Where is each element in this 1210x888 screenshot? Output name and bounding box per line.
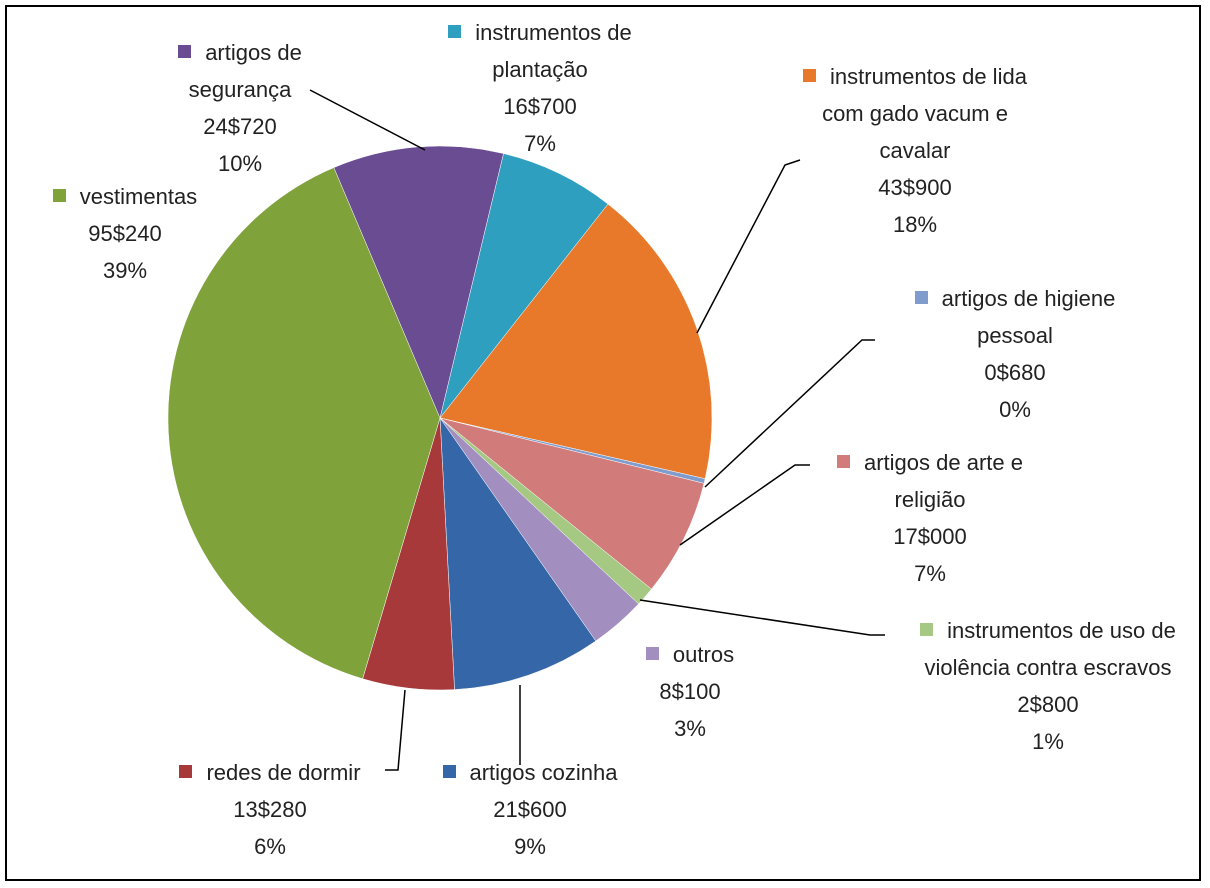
- pie-slice: [439, 417, 705, 590]
- pie-slice: [439, 417, 597, 690]
- value-label: 24$720: [203, 114, 277, 139]
- category-name: redes de dormir: [206, 760, 361, 785]
- legend-swatch: [52, 189, 66, 202]
- value-label: 95$240: [88, 221, 162, 246]
- legend-swatch: [448, 25, 462, 38]
- percent-label: 7%: [524, 131, 556, 156]
- percent-label: 9%: [514, 834, 546, 859]
- category-name: artigos de arte e religião: [864, 450, 1023, 512]
- leader-line: [696, 159, 801, 334]
- leader-line: [679, 464, 810, 546]
- value-label: 2$800: [1017, 692, 1079, 717]
- legend-swatch: [645, 647, 659, 660]
- value-label: 13$280: [233, 797, 307, 822]
- leader-line: [639, 599, 885, 636]
- percent-label: 10%: [217, 151, 263, 176]
- category-name: artigos de segurança: [188, 40, 302, 102]
- legend-swatch: [920, 623, 934, 636]
- category-name: instrumentos de lida com gado vacum e ca…: [822, 64, 1027, 163]
- leader-line: [385, 689, 406, 771]
- slice-label: artigos cozinha 21$600 9%: [400, 754, 660, 865]
- legend-swatch: [442, 765, 456, 778]
- legend-swatch: [914, 291, 928, 304]
- value-label: 21$600: [493, 797, 567, 822]
- percent-label: 18%: [892, 212, 938, 237]
- category-name: instrumentos de plantação: [475, 20, 632, 82]
- value-label: 8$100: [659, 679, 721, 704]
- percent-label: 6%: [254, 834, 286, 859]
- slice-label: redes de dormir 13$280 6%: [140, 754, 400, 865]
- slice-label: outros 8$100 3%: [615, 636, 765, 747]
- slice-label: artigos de arte e religião 17$000 7%: [810, 444, 1050, 592]
- category-name: vestimentas: [79, 184, 198, 209]
- legend-swatch: [837, 455, 850, 468]
- percent-label: 7%: [914, 561, 946, 586]
- category-name: artigos de higiene pessoal: [941, 286, 1116, 348]
- pie-slice: [439, 203, 713, 480]
- leader-line: [704, 339, 875, 488]
- slice-label: instrumentos de uso de violência contra …: [918, 612, 1178, 760]
- category-name: instrumentos de uso de violência contra …: [924, 618, 1176, 680]
- slice-label: instrumentos de plantação 16$700 7%: [405, 14, 675, 162]
- percent-label: 1%: [1032, 729, 1064, 754]
- legend-swatch: [178, 45, 192, 58]
- category-name: artigos cozinha: [469, 760, 618, 785]
- chart-border: [5, 5, 1201, 881]
- percent-label: 39%: [102, 258, 148, 283]
- value-label: 17$000: [893, 524, 967, 549]
- legend-swatch: [803, 69, 817, 82]
- value-label: 16$700: [503, 94, 577, 119]
- pie-slice: [167, 167, 441, 680]
- percent-label: 0%: [999, 397, 1031, 422]
- value-label: 0$680: [984, 360, 1046, 385]
- leader-line: [309, 89, 426, 151]
- slice-label: instrumentos de lida com gado vacum e ca…: [790, 58, 1040, 243]
- slice-label: vestimentas 95$240 39%: [10, 178, 240, 289]
- legend-swatch: [179, 765, 193, 778]
- pie-slice: [333, 145, 504, 419]
- percent-label: 3%: [674, 716, 706, 741]
- slice-label: artigos de segurança 24$720 10%: [125, 34, 355, 182]
- value-label: 43$900: [878, 175, 952, 200]
- pie-slice: [439, 153, 609, 419]
- category-name: outros: [672, 642, 735, 667]
- slice-label: artigos de higiene pessoal 0$680 0%: [895, 280, 1135, 428]
